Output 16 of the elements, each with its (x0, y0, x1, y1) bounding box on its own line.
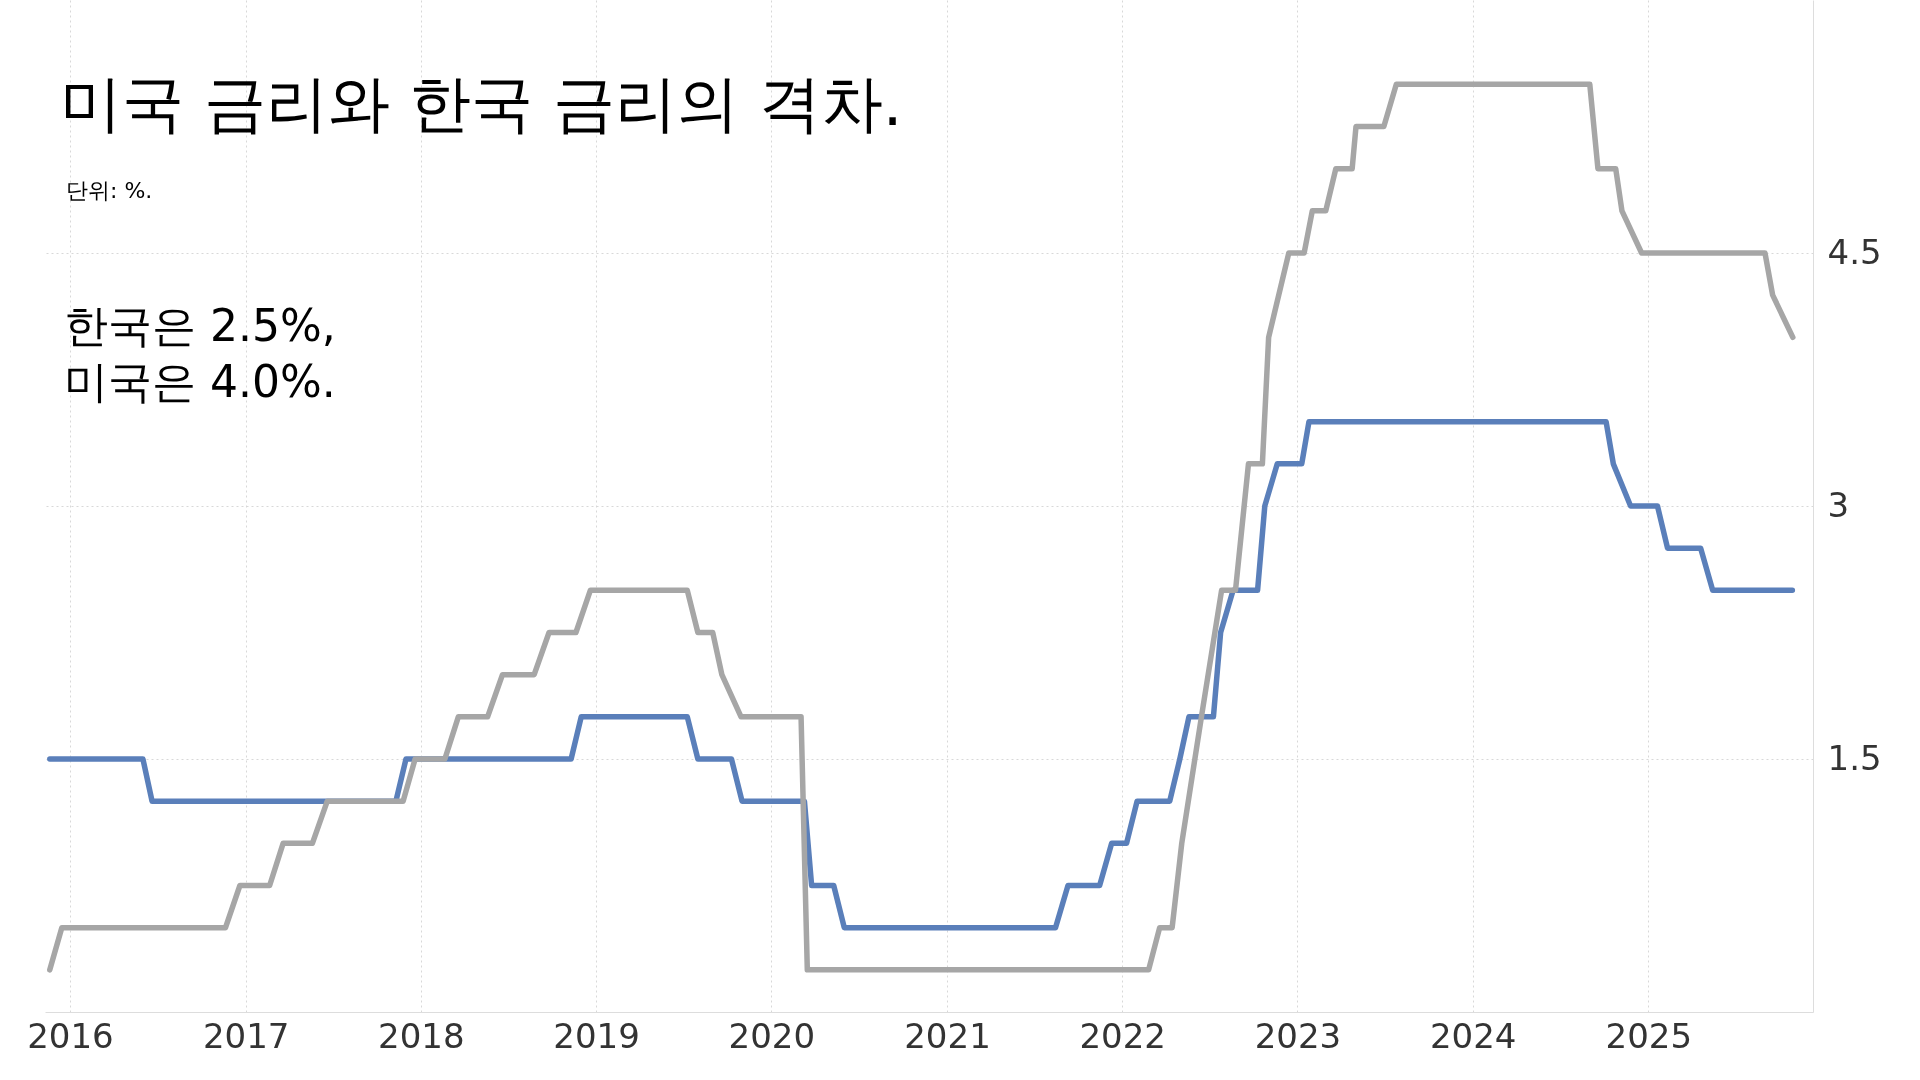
x-tick-label: 2016 (27, 1015, 114, 1056)
y-tick-label: 1.5 (1827, 737, 1882, 778)
x-tick-label: 2022 (1079, 1015, 1166, 1056)
x-tick-label: 2025 (1605, 1015, 1693, 1056)
text: 미국 금리와 한국 금리의 격차. (60, 66, 903, 142)
x-tick-label: 2020 (728, 1015, 816, 1056)
x-tick-label: 2017 (202, 1015, 290, 1056)
x-tick-label: 2018 (378, 1015, 465, 1056)
x-tick-label: 2023 (1254, 1015, 1342, 1056)
annotation: 한국은 2.5%, 미국은 4.0%. (64, 299, 336, 409)
text: 단위: %. (66, 177, 153, 205)
y-tick-label: 4.5 (1827, 231, 1882, 272)
x-tick-label: 2019 (553, 1015, 640, 1056)
x-tick-label: 2024 (1429, 1015, 1517, 1056)
x-tick-label: 2021 (904, 1015, 991, 1056)
y-tick-label: 3 (1827, 484, 1850, 525)
